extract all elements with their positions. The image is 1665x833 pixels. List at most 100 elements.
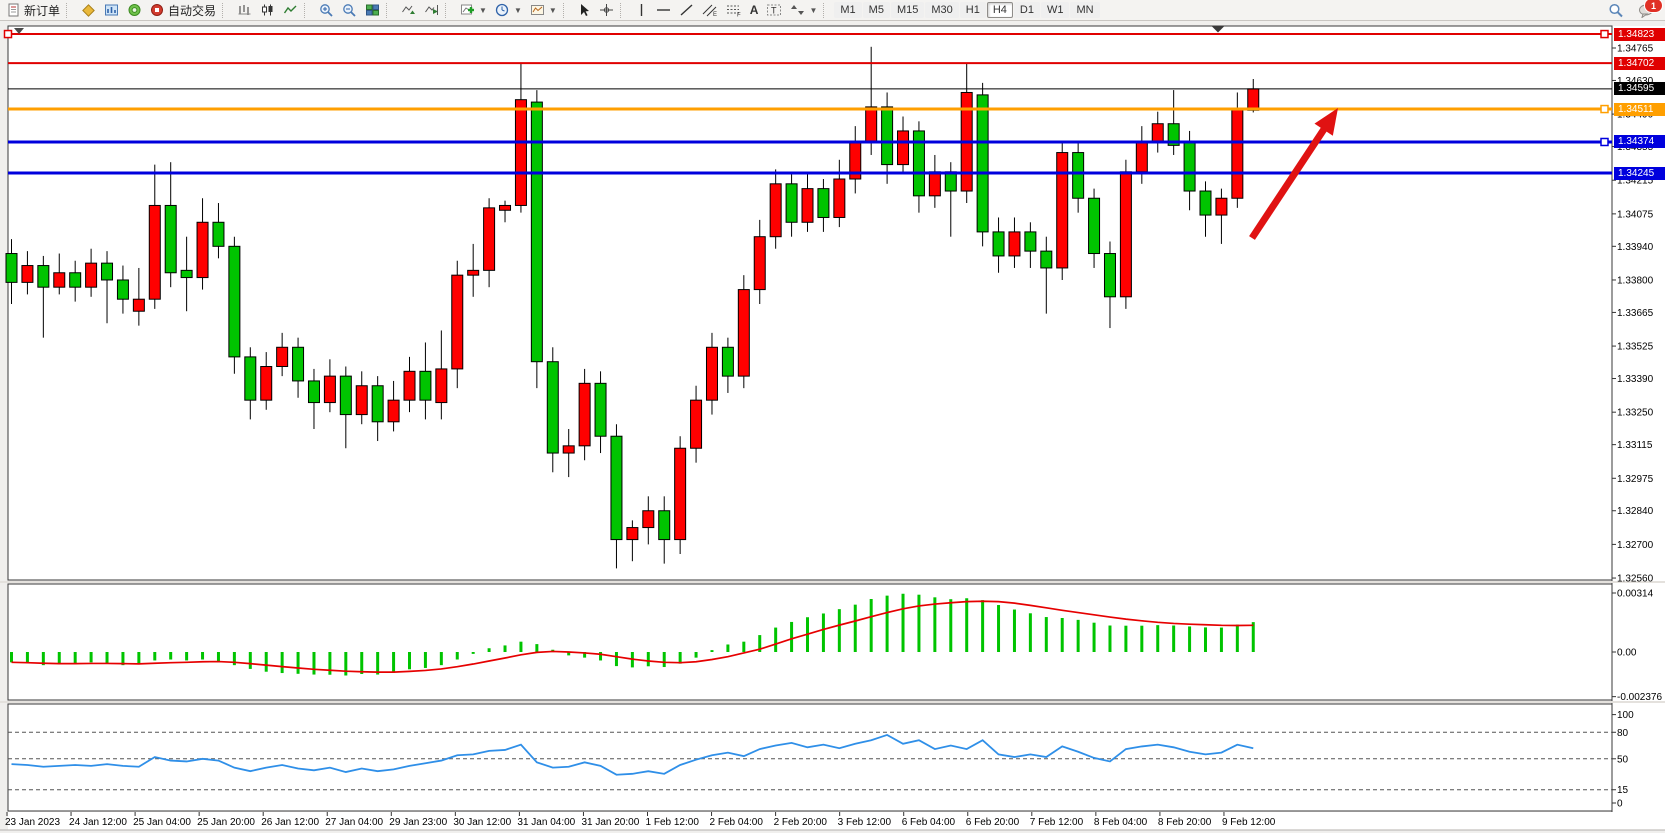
macd-axis-tick: 0.00 xyxy=(1617,648,1637,659)
toolbar-separator xyxy=(386,2,393,18)
macd-signal-line xyxy=(11,600,1254,673)
time-axis-label[interactable]: 2 Feb 04:00 xyxy=(710,817,764,828)
zoom-in-button[interactable] xyxy=(315,1,338,19)
templates-icon xyxy=(530,3,545,17)
horizontal-line-button[interactable] xyxy=(652,1,675,19)
timeframe-button-M1[interactable]: M1 xyxy=(834,2,862,18)
chart-menu-triangle-icon[interactable] xyxy=(14,28,24,34)
time-axis-label[interactable]: 29 Jan 23:00 xyxy=(389,817,447,828)
time-axis-label[interactable]: 9 Feb 12:00 xyxy=(1222,817,1276,828)
chart-shift-button[interactable] xyxy=(420,1,443,19)
zoom-out-button[interactable] xyxy=(338,1,361,19)
zoom-out-icon xyxy=(342,3,357,17)
time-axis-label[interactable]: 25 Jan 04:00 xyxy=(133,817,191,828)
time-axis-label[interactable]: 1 Feb 12:00 xyxy=(646,817,700,828)
time-axis-label[interactable]: 30 Jan 12:00 xyxy=(453,817,511,828)
bar-chart-icon xyxy=(237,3,252,17)
price-axis-tick: 1.34075 xyxy=(1617,209,1654,220)
annotation-arrow-head[interactable] xyxy=(1314,108,1338,136)
search-button[interactable] xyxy=(1604,1,1628,19)
cursor-button[interactable] xyxy=(574,1,595,19)
market-watch-button[interactable] xyxy=(100,1,123,19)
time-axis-label[interactable]: 24 Jan 12:00 xyxy=(69,817,127,828)
auto-scroll-button[interactable] xyxy=(397,1,420,19)
new-order-icon xyxy=(7,3,21,17)
line-anchor-marker xyxy=(3,29,13,39)
equidistant-channel-button[interactable]: E xyxy=(698,1,722,19)
rsi-axis-tick: 100 xyxy=(1617,710,1634,721)
chart-shift-marker[interactable] xyxy=(1212,26,1224,33)
notifications-button[interactable]: 1 xyxy=(1634,0,1663,19)
indicators-icon xyxy=(460,3,475,17)
price-level-badge-1.34823: 1.34823 xyxy=(1614,27,1665,41)
current-price-badge: 1.34595 xyxy=(1614,82,1665,96)
time-axis-label[interactable]: 6 Feb 04:00 xyxy=(902,817,956,828)
templates-button[interactable]: ▼ xyxy=(526,1,561,19)
vertical-line-button[interactable] xyxy=(631,1,652,19)
toolbar: 新订单 自动交易 ▼ ▼ ▼ E F A T ▼ M1 M5 M15 M30 H1 H4 D… xyxy=(0,0,1665,21)
auto-trading-button[interactable]: 自动交易 xyxy=(146,1,220,19)
time-axis-label[interactable]: 3 Feb 12:00 xyxy=(838,817,892,828)
price-axis-tick: 1.34215 xyxy=(1617,176,1654,187)
timeframe-button-H1[interactable]: H1 xyxy=(959,2,986,18)
time-axis-label[interactable]: 26 Jan 12:00 xyxy=(261,817,319,828)
rsi-line xyxy=(11,733,1254,776)
time-axis-label[interactable]: 6 Feb 20:00 xyxy=(966,817,1020,828)
rsi-axis-tick: 0 xyxy=(1617,799,1623,810)
timeframe-button-M5[interactable]: M5 xyxy=(862,2,890,18)
timeframe-button-D1[interactable]: D1 xyxy=(1013,2,1040,18)
timeframe-button-M15[interactable]: M15 xyxy=(890,2,925,18)
price-axis-tick: 1.33115 xyxy=(1617,440,1653,451)
toolbar-separator xyxy=(304,2,311,18)
indicators-button[interactable]: ▼ xyxy=(456,1,491,19)
signals-button[interactable] xyxy=(123,1,146,19)
cursor-icon xyxy=(578,3,591,17)
line-chart-button[interactable] xyxy=(279,1,302,19)
tile-windows-button[interactable] xyxy=(361,1,384,19)
bar-chart-button[interactable] xyxy=(233,1,256,19)
pane-splitter[interactable] xyxy=(0,701,1665,703)
timeframe-button-W1[interactable]: W1 xyxy=(1040,2,1070,18)
arrows-button[interactable]: ▼ xyxy=(786,1,821,19)
time-axis-label[interactable]: 31 Jan 20:00 xyxy=(581,817,639,828)
timeframe-button-M30[interactable]: M30 xyxy=(925,2,959,18)
rsi-pane xyxy=(7,703,1613,812)
fibonacci-button[interactable]: F xyxy=(722,1,746,19)
macd-axis-tick: -0.002376 xyxy=(1617,692,1662,703)
crosshair-button[interactable] xyxy=(595,1,618,19)
zoom-in-icon xyxy=(319,3,334,17)
annotation-arrow-shaft[interactable] xyxy=(1249,122,1330,240)
fibonacci-icon: F xyxy=(726,3,742,17)
crosshair-icon xyxy=(599,3,614,17)
timeframe-button-H4[interactable]: H4 xyxy=(986,2,1013,18)
periods-clock-icon xyxy=(495,3,510,17)
price-axis-tick: 1.34630 xyxy=(1617,76,1654,87)
price-axis-tick: 1.33665 xyxy=(1617,308,1654,319)
new-order-button[interactable]: 新订单 xyxy=(3,1,64,19)
candlestick-chart-button[interactable] xyxy=(256,1,279,19)
time-axis-label[interactable]: 31 Jan 04:00 xyxy=(517,817,575,828)
profile-button[interactable] xyxy=(77,1,100,19)
text-label-button[interactable]: T xyxy=(762,1,786,19)
time-axis-label[interactable]: 27 Jan 04:00 xyxy=(325,817,383,828)
macd-histogram xyxy=(10,593,1255,676)
price-axis-tick: 1.32975 xyxy=(1617,474,1654,485)
time-axis-label[interactable]: 2 Feb 20:00 xyxy=(774,817,828,828)
pane-splitter[interactable] xyxy=(0,581,1665,583)
periods-button[interactable]: ▼ xyxy=(491,1,526,19)
svg-text:E: E xyxy=(713,12,717,17)
line-anchor-marker xyxy=(1600,137,1609,147)
time-axis-label[interactable]: 7 Feb 12:00 xyxy=(1030,817,1084,828)
text-button[interactable]: A xyxy=(746,1,763,19)
time-axis-label[interactable]: 8 Feb 04:00 xyxy=(1094,817,1148,828)
tile-windows-icon xyxy=(365,3,380,17)
time-axis-label[interactable]: 8 Feb 20:00 xyxy=(1158,817,1212,828)
price-axis-tick: 1.34765 xyxy=(1617,44,1654,55)
price-axis-tick: 1.33525 xyxy=(1617,342,1654,353)
trendline-button[interactable] xyxy=(675,1,698,19)
time-axis-label[interactable]: 25 Jan 20:00 xyxy=(197,817,255,828)
time-axis-label[interactable]: 23 Jan 2023 xyxy=(5,817,60,828)
timeframe-button-MN[interactable]: MN xyxy=(1070,2,1100,18)
line-anchor-marker xyxy=(1600,29,1609,39)
